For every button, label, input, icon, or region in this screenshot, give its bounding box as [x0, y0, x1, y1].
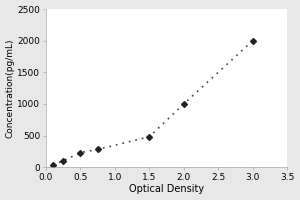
Y-axis label: Concentration(pg/mL): Concentration(pg/mL): [6, 38, 15, 138]
X-axis label: Optical Density: Optical Density: [129, 184, 204, 194]
